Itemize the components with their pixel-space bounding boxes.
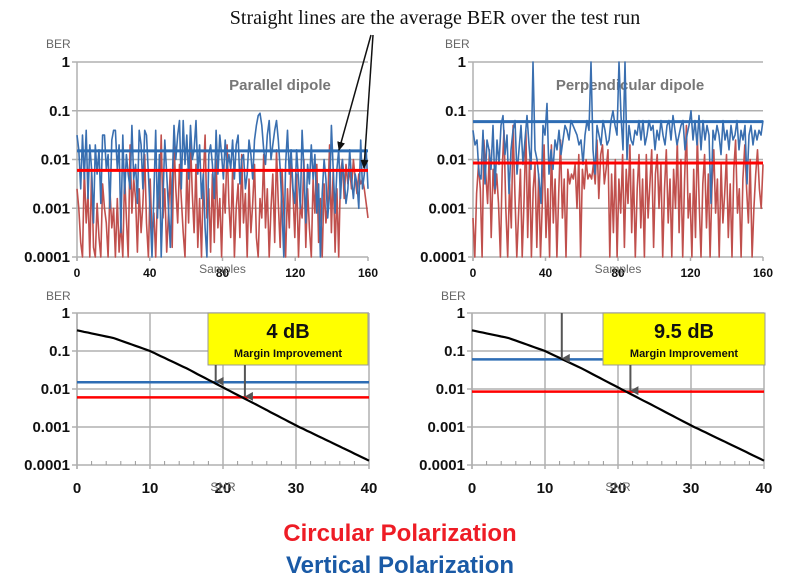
x-tick-label: 20 [215,480,232,497]
x-axis-label: Samples [595,262,642,276]
y-tick-label: 0.1 [49,103,70,120]
annotation-arrow-vertical [337,34,372,151]
x-axis-label: Samples [199,262,246,276]
margin-box [207,312,369,366]
panel-title: Parallel dipole [229,77,331,94]
x-tick-label: 120 [285,266,305,280]
x-tick-label: 40 [539,266,553,280]
x-tick-label: 80 [611,266,625,280]
y-axis-label: BER [46,37,71,51]
y-tick-label: 0.01 [436,381,465,398]
y-tick-label: 0.001 [428,200,466,217]
x-tick-label: 40 [143,266,157,280]
x-tick-label: 30 [683,480,700,497]
legend-vertical: Vertical Polarization [286,552,514,579]
y-tick-label: 0.0001 [419,457,465,474]
x-tick-label: 0 [74,266,81,280]
x-tick-label: 40 [361,480,378,497]
y-tick-label: 0.0001 [24,249,70,266]
annotation-arrows [337,34,374,169]
y-tick-label: 0.001 [32,200,70,217]
chart-parallel: 1 0.1 0.01 0.001 0.0001 0 40 80 120 160 BER Samples… [24,37,378,280]
y-tick-label: 0.0001 [420,249,466,266]
y-tick-label: 1 [458,54,466,71]
panel-title: Perpendicular dipole [556,77,704,94]
y-tick-label: 0.1 [49,343,70,360]
x-tick-label: 20 [610,480,627,497]
y-tick-label: 1 [62,305,70,322]
chart-perpendicular: 1 0.1 0.01 0.001 0.0001 0 40 80 120 160 BER Samples… [420,37,773,280]
margin-box [602,312,766,366]
annotation-arrow-circular [360,34,374,169]
x-axis-label: SNR [210,480,236,494]
x-tick-label: 30 [288,480,305,497]
y-tick-label: 0.01 [437,152,466,169]
y-tick-label: 0.1 [444,343,465,360]
x-tick-label: 0 [468,480,476,497]
y-tick-label: 0.1 [445,103,466,120]
x-tick-label: 80 [216,266,230,280]
y-tick-label: 0.01 [41,152,70,169]
y-axis-label: BER [445,37,470,51]
margin-value: 4 dB [266,321,309,343]
legend-circular: Circular Polarization [283,520,516,547]
y-tick-label: 0.001 [427,419,465,436]
x-tick-label: 10 [537,480,554,497]
y-axis-label: BER [46,289,71,303]
y-tick-label: 0.01 [41,381,70,398]
x-tick-label: 40 [756,480,773,497]
series-line-circular [472,124,764,258]
y-tick-label: 0.001 [32,419,70,436]
x-tick-label: 160 [753,266,773,280]
x-tick-label: 10 [142,480,159,497]
series-line-vertical [76,112,369,258]
y-axis-label: BER [441,289,466,303]
x-axis-label: SNR [605,480,631,494]
margin-label: Margin Improvement [234,348,343,360]
x-tick-label: 160 [358,266,378,280]
ber-snr-curve [471,329,765,462]
x-tick-label: 0 [470,266,477,280]
margin-value: 9.5 dB [654,321,714,343]
y-tick-label: 1 [457,305,465,322]
series-line-vertical [472,61,764,205]
x-tick-label: 120 [680,266,700,280]
annotation-title: Straight lines are the average BER over … [230,7,640,29]
y-tick-label: 1 [62,54,70,71]
y-tick-label: 0.0001 [24,457,70,474]
margin-label: Margin Improvement [630,348,739,360]
x-tick-label: 0 [73,480,81,497]
ber-snr-curve [76,329,370,462]
